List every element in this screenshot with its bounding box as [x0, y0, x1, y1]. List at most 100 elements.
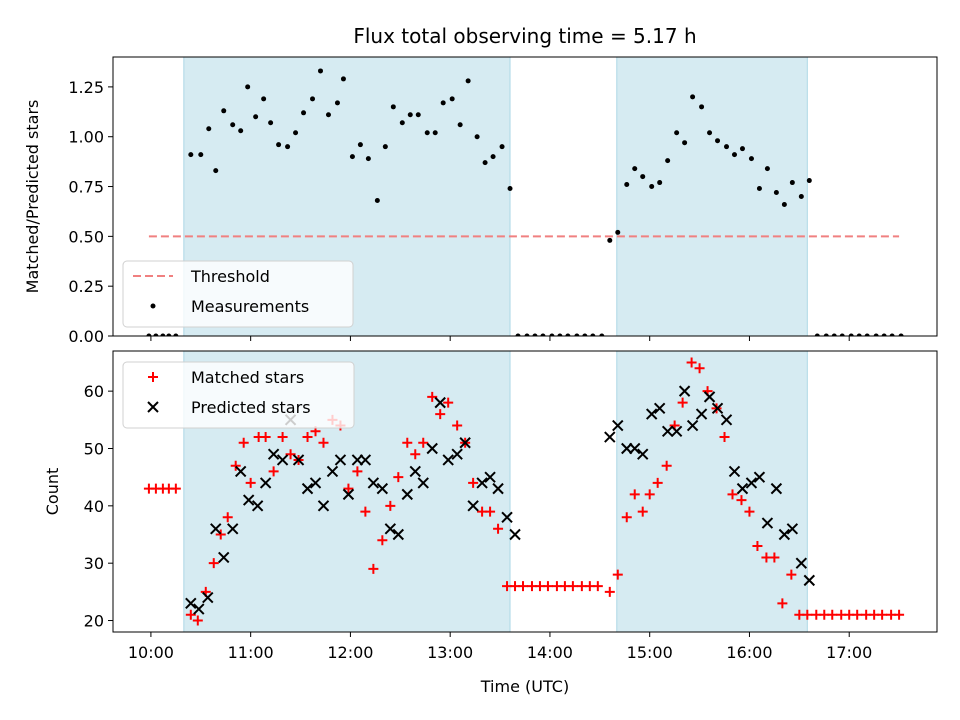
measurement-point	[764, 166, 770, 172]
measurement-point	[756, 186, 762, 192]
measurement-point	[657, 180, 663, 186]
measurement-point	[166, 333, 172, 336]
y-tick-label: 20	[84, 612, 104, 631]
predicted-star-point	[761, 517, 774, 529]
x-tick-label: 11:00	[228, 643, 274, 662]
x-tick-label: 15:00	[627, 643, 673, 662]
measurement-point	[490, 154, 496, 160]
predicted-star-point	[251, 500, 264, 512]
measurement-point	[898, 333, 904, 336]
matched-star-point	[786, 569, 797, 580]
predicted-star-point	[637, 448, 649, 460]
predicted-star-point	[342, 488, 355, 501]
predicted-star-point	[276, 454, 289, 466]
measurement-point	[624, 182, 630, 188]
measurement-point	[565, 333, 571, 336]
legend: Threshold Measurements	[122, 260, 354, 328]
measurement-point	[424, 130, 430, 136]
matched-star-point	[518, 581, 529, 592]
matched-star-point	[410, 449, 421, 460]
predicted-star-point	[678, 385, 691, 397]
predicted-star-point	[210, 523, 222, 535]
legend: Matched stars Predicted stars	[122, 361, 355, 429]
measurement-point	[415, 112, 421, 118]
measurement-point	[699, 104, 705, 110]
matched-star-point	[852, 609, 863, 620]
measurement-point	[848, 333, 854, 336]
matched-star-point	[621, 512, 632, 523]
chart-title: Flux total observing time = 5.17 h	[353, 24, 696, 48]
predicted-star-point	[267, 448, 280, 460]
legend-box	[122, 260, 354, 328]
matched-star-point	[567, 581, 578, 592]
predicted-star-point	[367, 477, 380, 489]
measurement-point	[245, 84, 251, 90]
measurement-point	[590, 333, 596, 336]
measurement-point	[715, 138, 721, 144]
measurement-point	[649, 184, 655, 190]
matched-star-point	[360, 506, 371, 517]
matched-star-point	[185, 609, 196, 620]
measurement-point	[230, 122, 236, 128]
predicted-star-point	[629, 442, 641, 455]
x-tick-label: 13:00	[427, 643, 473, 662]
matched-star-point	[694, 363, 705, 374]
predicted-star-point	[334, 454, 347, 466]
measurement-point	[632, 166, 638, 172]
measurement-point	[856, 333, 862, 336]
matched-star-point	[637, 506, 648, 517]
measurement-point	[549, 333, 555, 336]
predicted-star-point	[202, 591, 214, 604]
predicted-star-point	[409, 465, 421, 478]
predicted-star-point	[442, 454, 454, 466]
measurement-point	[310, 96, 316, 102]
predicted-star-point	[803, 574, 816, 587]
measurement-point	[334, 100, 340, 106]
matched-star-point	[452, 420, 463, 431]
x-axis-label: Time (UTC)	[480, 677, 569, 696]
predicted-star-point	[736, 482, 749, 495]
matched-star-point	[652, 477, 663, 488]
matched-star-point	[542, 581, 553, 592]
predicted-star-point	[301, 482, 314, 495]
measurement-point	[293, 130, 299, 136]
matched-star-point	[352, 466, 363, 477]
predicted-star-point	[612, 419, 624, 432]
predicted-star-point	[753, 471, 766, 483]
matched-star-point	[877, 609, 888, 620]
measurement-point	[268, 120, 274, 126]
measurement-point	[390, 104, 396, 110]
predicted-star-point	[309, 477, 322, 489]
predicted-star-point	[234, 465, 247, 478]
matched-star-point	[170, 483, 181, 494]
y-tick-label: 40	[84, 497, 104, 516]
measurement-point	[382, 144, 388, 150]
matched-star-point	[661, 460, 672, 471]
measurement-point	[146, 333, 152, 336]
predicted-star-point	[317, 500, 330, 512]
predicted-star-point	[509, 528, 521, 541]
measurement-point	[160, 333, 166, 336]
matched-star-point	[468, 477, 479, 488]
matched-star-point	[827, 609, 838, 620]
matched-star-point	[208, 558, 219, 569]
predicted-star-point	[467, 500, 479, 512]
legend-measurements-swatch	[150, 303, 156, 309]
x-tick-label: 12:00	[327, 643, 373, 662]
matched-star-point	[318, 437, 329, 448]
predicted-star-point	[292, 454, 305, 466]
predicted-star-point	[242, 494, 255, 506]
measurement-point	[748, 156, 754, 162]
predicted-star-point	[392, 528, 405, 541]
measurement-point	[221, 108, 227, 114]
predicted-star-point	[426, 442, 438, 455]
matched-star-point	[677, 397, 688, 408]
measurement-point	[574, 333, 580, 336]
predicted-star-point	[492, 482, 504, 495]
matched-star-point	[736, 495, 747, 506]
matched-star-point	[686, 357, 697, 368]
matched-star-point	[443, 397, 454, 408]
measurement-point	[407, 112, 413, 118]
measurement-point	[213, 168, 219, 174]
